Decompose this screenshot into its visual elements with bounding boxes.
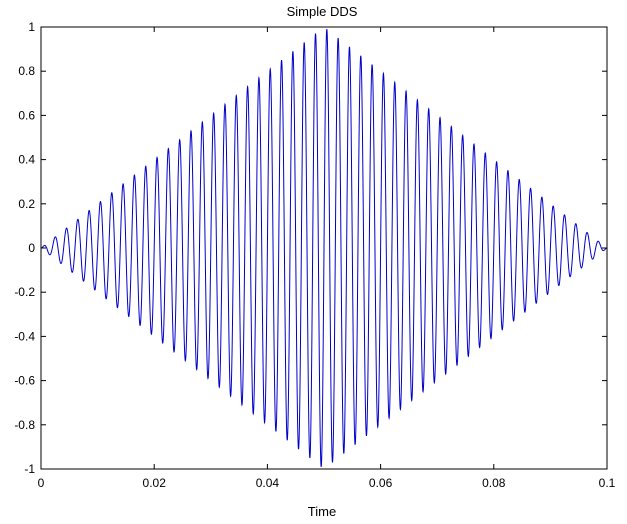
x-tick-label: 0.06 (369, 476, 393, 490)
y-tick-label: -0.6 (14, 374, 35, 388)
series-layer (40, 29, 608, 467)
tick-labels-layer: 0 0.02 0.04 0.06 0.08 0.1 -1 -0.8 -0.6 -0.4 -0.2 0 0… (14, 20, 615, 490)
series-line (40, 29, 608, 467)
x-tick-label: 0.04 (256, 476, 280, 490)
x-tick-label: 0.1 (599, 476, 616, 490)
chart-title: Simple DDS (287, 4, 358, 19)
y-tick-label: 0.6 (18, 108, 35, 122)
y-tick-label: 0.2 (18, 197, 35, 211)
y-tick-label: 0 (28, 241, 35, 255)
y-tick-label: 0.4 (18, 153, 35, 167)
x-tick-label: 0 (38, 476, 45, 490)
y-tick-label: -0.4 (14, 329, 35, 343)
y-tick-label: 1 (28, 20, 35, 34)
y-tick-label: -0.2 (14, 285, 35, 299)
y-tick-label: 0.8 (18, 64, 35, 78)
ticks-layer (40, 26, 608, 470)
y-tick-label: -0.8 (14, 418, 35, 432)
x-axis-label: Time (308, 504, 336, 519)
x-tick-label: 0.08 (482, 476, 506, 490)
x-tick-label: 0.02 (143, 476, 167, 490)
y-tick-label: -1 (24, 462, 35, 476)
